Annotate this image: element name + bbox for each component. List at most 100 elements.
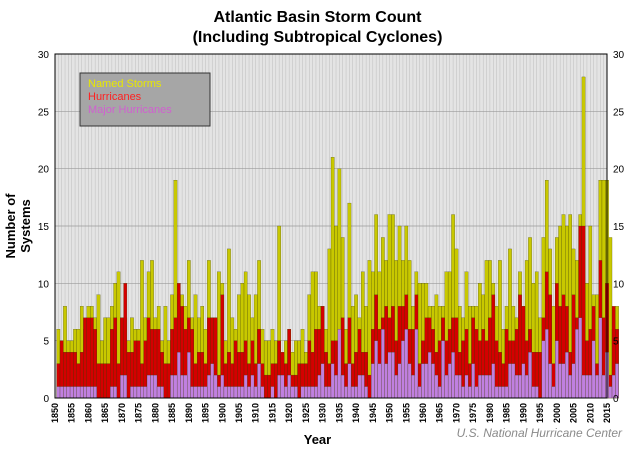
- bar-major-hurricanes-1969: [451, 352, 455, 399]
- x-tick-label: 1990: [518, 403, 528, 423]
- bar-major-hurricanes-1906: [240, 386, 245, 399]
- bar-major-hurricanes-1947: [377, 363, 382, 399]
- bar-major-hurricanes-1974: [468, 386, 472, 399]
- x-tick-label: 1995: [535, 403, 545, 423]
- bar-major-hurricanes-2018: [615, 363, 619, 399]
- bar-major-hurricanes-1905: [237, 386, 241, 399]
- bar-major-hurricanes-1904: [233, 386, 238, 399]
- bar-major-hurricanes-1917: [277, 374, 281, 399]
- x-tick-label: 1905: [234, 403, 244, 423]
- bar-major-hurricanes-1899: [217, 386, 221, 399]
- bar-major-hurricanes-1997: [544, 329, 549, 399]
- bar-major-hurricanes-1981: [491, 363, 496, 399]
- x-tick-label: 1875: [134, 403, 144, 423]
- bar-major-hurricanes-1867: [110, 386, 114, 399]
- bar-major-hurricanes-1918: [280, 374, 285, 399]
- bar-hurricanes-1860: [86, 317, 91, 399]
- bar-major-hurricanes-1945: [371, 363, 375, 399]
- x-tick-label: 1970: [451, 403, 461, 423]
- bar-major-hurricanes-1927: [310, 386, 315, 399]
- x-tick-label: 1940: [351, 403, 361, 423]
- bar-major-hurricanes-1887: [176, 352, 181, 399]
- bar-major-hurricanes-1978: [481, 374, 486, 399]
- bar-major-hurricanes-1861: [90, 386, 94, 399]
- bar-major-hurricanes-1936: [340, 374, 345, 399]
- bar-major-hurricanes-1992: [528, 352, 532, 399]
- x-tick-label: 1870: [117, 403, 127, 423]
- chart-title: Atlantic Basin Storm Count: [213, 9, 422, 26]
- bar-major-hurricanes-1950: [387, 352, 392, 399]
- x-tick-label: 1975: [468, 403, 478, 423]
- bar-hurricanes-1866: [106, 363, 111, 399]
- bar-major-hurricanes-1854: [66, 386, 71, 399]
- y-tick-label-right: 30: [613, 50, 625, 61]
- y-tick-label-right: 0: [613, 394, 619, 405]
- bar-major-hurricanes-1987: [511, 363, 516, 399]
- bar-major-hurricanes-1940: [354, 386, 358, 399]
- bar-major-hurricanes-2003: [565, 352, 569, 399]
- bar-major-hurricanes-1874: [133, 386, 138, 399]
- bar-major-hurricanes-1939: [350, 386, 355, 399]
- bar-major-hurricanes-1858: [79, 386, 84, 399]
- bar-hurricanes-1884: [166, 363, 171, 399]
- bar-major-hurricanes-1919: [284, 386, 288, 399]
- bar-major-hurricanes-1901: [223, 386, 228, 399]
- bar-major-hurricanes-1888: [180, 374, 184, 399]
- x-tick-label: 2000: [552, 403, 562, 423]
- bar-major-hurricanes-1851: [56, 386, 61, 399]
- bar-major-hurricanes-1900: [220, 374, 225, 399]
- bar-major-hurricanes-1937: [344, 386, 348, 399]
- bar-major-hurricanes-1954: [401, 340, 405, 399]
- bar-major-hurricanes-1955: [404, 329, 409, 399]
- y-tick-label-right: 25: [613, 107, 625, 118]
- y-tick-label-right: 5: [613, 337, 619, 348]
- bar-major-hurricanes-1893: [197, 386, 201, 399]
- bar-major-hurricanes-2008: [581, 374, 586, 399]
- bar-hurricanes-1869: [116, 363, 121, 399]
- bar-hurricanes-1865: [103, 363, 107, 399]
- x-tick-label: 1855: [67, 403, 77, 423]
- bar-major-hurricanes-1988: [514, 374, 519, 399]
- bar-major-hurricanes-1982: [494, 386, 499, 399]
- bar-major-hurricanes-1933: [330, 363, 335, 399]
- y-tick-label-left: 10: [38, 279, 50, 290]
- bar-hurricanes-1859: [83, 317, 87, 399]
- x-tick-label: 1985: [502, 403, 512, 423]
- chart-subtitle: (Including Subtropical Cyclones): [192, 29, 443, 46]
- bar-major-hurricanes-2001: [558, 363, 562, 399]
- bar-major-hurricanes-1973: [464, 374, 469, 399]
- bar-major-hurricanes-1895: [203, 386, 208, 399]
- bar-hurricanes-1923: [297, 363, 302, 399]
- bar-major-hurricanes-1922: [294, 386, 298, 399]
- bar-major-hurricanes-1943: [364, 386, 368, 399]
- bar-major-hurricanes-1898: [213, 374, 218, 399]
- bar-hurricanes-1868: [113, 317, 118, 399]
- bar-major-hurricanes-1882: [160, 386, 164, 399]
- bar-major-hurricanes-1948: [381, 329, 385, 399]
- legend-label: Hurricanes: [88, 91, 142, 103]
- y-tick-label-right: 10: [613, 279, 625, 290]
- bar-major-hurricanes-1931: [324, 386, 328, 399]
- bar-major-hurricanes-1853: [63, 386, 67, 399]
- bar-hurricanes-1861: [90, 317, 94, 399]
- bar-major-hurricanes-2010: [588, 374, 593, 399]
- bar-major-hurricanes-2007: [578, 317, 583, 399]
- bar-major-hurricanes-1912: [260, 386, 265, 399]
- bar-major-hurricanes-1911: [257, 363, 261, 399]
- bar-major-hurricanes-1928: [314, 386, 318, 399]
- bar-major-hurricanes-1886: [173, 374, 178, 399]
- bar-major-hurricanes-1993: [531, 386, 536, 399]
- bar-major-hurricanes-1998: [548, 363, 552, 399]
- legend-box: [79, 72, 211, 127]
- bar-major-hurricanes-1890: [187, 352, 191, 399]
- bar-major-hurricanes-1902: [227, 386, 231, 399]
- bar-major-hurricanes-1855: [69, 386, 74, 399]
- y-tick-label-left: 20: [38, 165, 50, 176]
- x-tick-label: 2015: [602, 403, 612, 423]
- bar-hurricanes-1944: [367, 374, 372, 399]
- x-tick-label: 1910: [251, 403, 261, 423]
- bar-major-hurricanes-1938: [347, 363, 352, 399]
- bar-major-hurricanes-1990: [521, 363, 526, 399]
- bar-major-hurricanes-1910: [253, 386, 258, 399]
